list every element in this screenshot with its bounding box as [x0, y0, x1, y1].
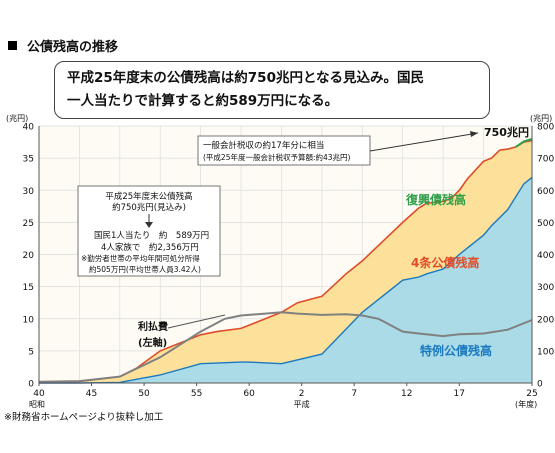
right-tick-label: 100: [537, 347, 554, 357]
tax-revenue-note-box: [197, 135, 371, 166]
left-tick-label: 40: [23, 123, 35, 133]
line-4jo-kousai: [38, 139, 533, 384]
interest-pointer-line: [167, 314, 226, 329]
tax-revenue-arrow-line: [369, 132, 479, 152]
x-tick-label: 50: [138, 389, 150, 399]
per-capita-note-line-2: 約750兆円(見込み): [112, 202, 186, 213]
x-axis-unit: (年度): [515, 399, 537, 409]
left-tick-label: 5: [28, 347, 34, 357]
right-tick-label: 500: [537, 219, 554, 229]
right-axis-unit: (兆円): [530, 113, 552, 123]
x-tick-label: 55: [191, 389, 202, 399]
left-tick-label: 30: [23, 187, 35, 197]
left-tick-label: 20: [23, 251, 35, 261]
square-bullet-icon: [8, 41, 17, 50]
headline-line-1: 平成25年度末の公債残高は約750兆円となる見込み。国民: [67, 70, 425, 86]
right-tick-label: 400: [537, 251, 554, 261]
per-capita-note-line-4: 4人家族で 約2,356万円: [101, 242, 199, 253]
x-tick-label: 12: [401, 389, 412, 399]
right-tick-label: 800: [537, 123, 554, 133]
area-4jo-kousai: [39, 140, 532, 383]
left-tick-label: 35: [23, 155, 34, 165]
x-tick-label: 7: [351, 389, 357, 399]
line-fukko-sai: [515, 137, 533, 148]
tax-revenue-note-line-2: (平成25年度一般会計税収予算額:約43兆円): [203, 152, 351, 162]
per-capita-note-box: [77, 185, 221, 277]
left-axis-unit: (兆円): [6, 113, 28, 123]
left-tick-label: 10: [23, 315, 35, 325]
left-tick-label: 0: [28, 380, 34, 390]
right-tick-label: 200: [537, 315, 554, 325]
right-tick-label: 0: [537, 380, 543, 390]
section-title: 公債残高の推移: [8, 36, 118, 55]
per-capita-note-line-1: 平成25年度末公債残高: [105, 191, 192, 202]
x-tick-label: 45: [86, 389, 97, 399]
label-fukko-sai: 復興債残高: [405, 192, 466, 207]
x-tick-label: 17: [454, 389, 465, 399]
per-capita-note-line-6: 約505万円(平均世帯人員3.42人): [89, 264, 201, 274]
footnote: ※財務省ホームページより抜粋し加工: [4, 412, 164, 423]
arrow-down-icon: [145, 222, 153, 228]
headline-line-2: 一人当たりで計算すると約589万円になる。: [67, 93, 339, 109]
x-era-label-showa: 昭和: [29, 400, 45, 409]
left-tick-label: 15: [23, 283, 34, 293]
label-interest-payment: 利払費: [138, 320, 168, 333]
label-tokurei-kousai: 特例公債残高: [420, 343, 492, 358]
label-4jo-kousai: 4条公債残高: [411, 255, 479, 270]
per-capita-note-line-3: 国民1人当たり 約 589万円: [94, 230, 209, 241]
x-era-label-heisei: 平成: [294, 399, 310, 409]
line-interest-payment: [38, 311, 533, 383]
x-tick-label: 60: [243, 389, 255, 399]
x-tick-label: 40: [33, 389, 45, 399]
line-tokurei-kousai: [39, 176, 533, 384]
x-tick-label: 25: [526, 389, 537, 399]
arrow-head-icon: [470, 131, 478, 137]
label-left-axis-note: (左軸): [138, 336, 167, 349]
tax-revenue-note-line-1: 一般会計税収の約17年分に相当: [203, 140, 324, 151]
left-tick-label: 25: [23, 219, 34, 229]
right-tick-label: 700: [537, 155, 554, 165]
x-tick-label: 2: [299, 389, 305, 399]
headline-box: 平成25年度末の公債残高は約750兆円となる見込み。国民 一人当たりで計算すると…: [54, 61, 490, 119]
right-tick-label: 600: [537, 187, 554, 197]
section-title-text: 公債残高の推移: [27, 40, 119, 55]
per-capita-note-line-5: ※勤労者世帯の平均年間可処分所得: [81, 253, 200, 263]
right-tick-label: 300: [537, 283, 554, 293]
label-total: 750兆円: [484, 125, 529, 139]
